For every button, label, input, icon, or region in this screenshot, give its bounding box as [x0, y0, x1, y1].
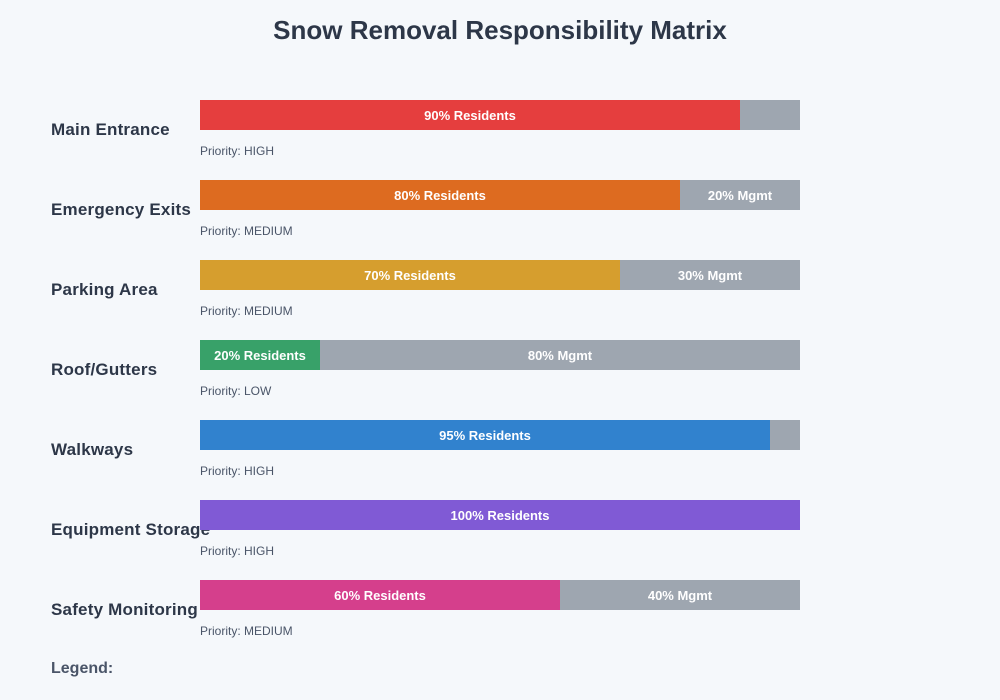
legend-title: Legend: [51, 660, 114, 677]
row-body: 90% Residents Priority: HIGH [200, 100, 800, 160]
area-label: Parking Area [51, 280, 158, 299]
residents-bar-segment: 95% Residents [200, 420, 770, 450]
priority-label: Priority: HIGH [200, 144, 275, 158]
mgmt-bar-segment: 40% Mgmt [560, 580, 800, 610]
matrix-rows: Main Entrance 90% Residents Priority: HI… [0, 100, 1000, 640]
page-title: Snow Removal Responsibility Matrix [273, 15, 727, 45]
area-label: Roof/Gutters [51, 360, 158, 379]
row-body: 100% Residents Priority: HIGH [200, 500, 800, 560]
matrix-row: Equipment Storage 100% Residents Priorit… [0, 500, 1000, 560]
mgmt-bar-segment: 80% Mgmt [320, 340, 800, 370]
residents-bar-segment: 60% Residents [200, 580, 560, 610]
matrix-row: Main Entrance 90% Residents Priority: HI… [0, 100, 1000, 160]
residents-bar-segment: 20% Residents [200, 340, 320, 370]
mgmt-bar-segment [740, 100, 800, 130]
priority-label: Priority: LOW [200, 384, 272, 398]
matrix-row: Roof/Gutters 20% Residents 80% Mgmt Prio… [0, 340, 1000, 400]
priority-label: Priority: MEDIUM [200, 624, 293, 638]
stacked-bar: 70% Residents 30% Mgmt [200, 260, 800, 290]
row-body: 70% Residents 30% Mgmt Priority: MEDIUM [200, 260, 800, 320]
matrix-row: Safety Monitoring 60% Residents 40% Mgmt… [0, 580, 1000, 640]
residents-bar-segment: 100% Residents [200, 500, 800, 530]
area-label: Main Entrance [51, 120, 170, 139]
priority-label: Priority: MEDIUM [200, 304, 293, 318]
stacked-bar: 90% Residents [200, 100, 800, 130]
stacked-bar: 60% Residents 40% Mgmt [200, 580, 800, 610]
priority-label: Priority: HIGH [200, 464, 275, 478]
row-body: 95% Residents Priority: HIGH [200, 420, 800, 480]
priority-label: Priority: MEDIUM [200, 224, 293, 238]
matrix-row: Parking Area 70% Residents 30% Mgmt Prio… [0, 260, 1000, 320]
row-body: 20% Residents 80% Mgmt Priority: LOW [200, 340, 800, 400]
row-body: 60% Residents 40% Mgmt Priority: MEDIUM [200, 580, 800, 640]
area-label: Equipment Storage [51, 520, 211, 539]
priority-label: Priority: HIGH [200, 544, 275, 558]
stacked-bar: 100% Residents [200, 500, 800, 530]
stacked-bar: 95% Residents [200, 420, 800, 450]
stacked-bar: 20% Residents 80% Mgmt [200, 340, 800, 370]
matrix-row: Emergency Exits 80% Residents 20% Mgmt P… [0, 180, 1000, 240]
residents-bar-segment: 90% Residents [200, 100, 740, 130]
residents-bar-segment: 80% Residents [200, 180, 680, 210]
residents-bar-segment: 70% Residents [200, 260, 620, 290]
mgmt-bar-segment [770, 420, 800, 450]
mgmt-bar-segment: 30% Mgmt [620, 260, 800, 290]
area-label: Safety Monitoring [51, 600, 198, 619]
matrix-row: Walkways 95% Residents Priority: HIGH [0, 420, 1000, 480]
mgmt-bar-segment: 20% Mgmt [680, 180, 800, 210]
stacked-bar: 80% Residents 20% Mgmt [200, 180, 800, 210]
row-body: 80% Residents 20% Mgmt Priority: MEDIUM [200, 180, 800, 240]
area-label: Emergency Exits [51, 200, 192, 219]
area-label: Walkways [51, 440, 134, 459]
